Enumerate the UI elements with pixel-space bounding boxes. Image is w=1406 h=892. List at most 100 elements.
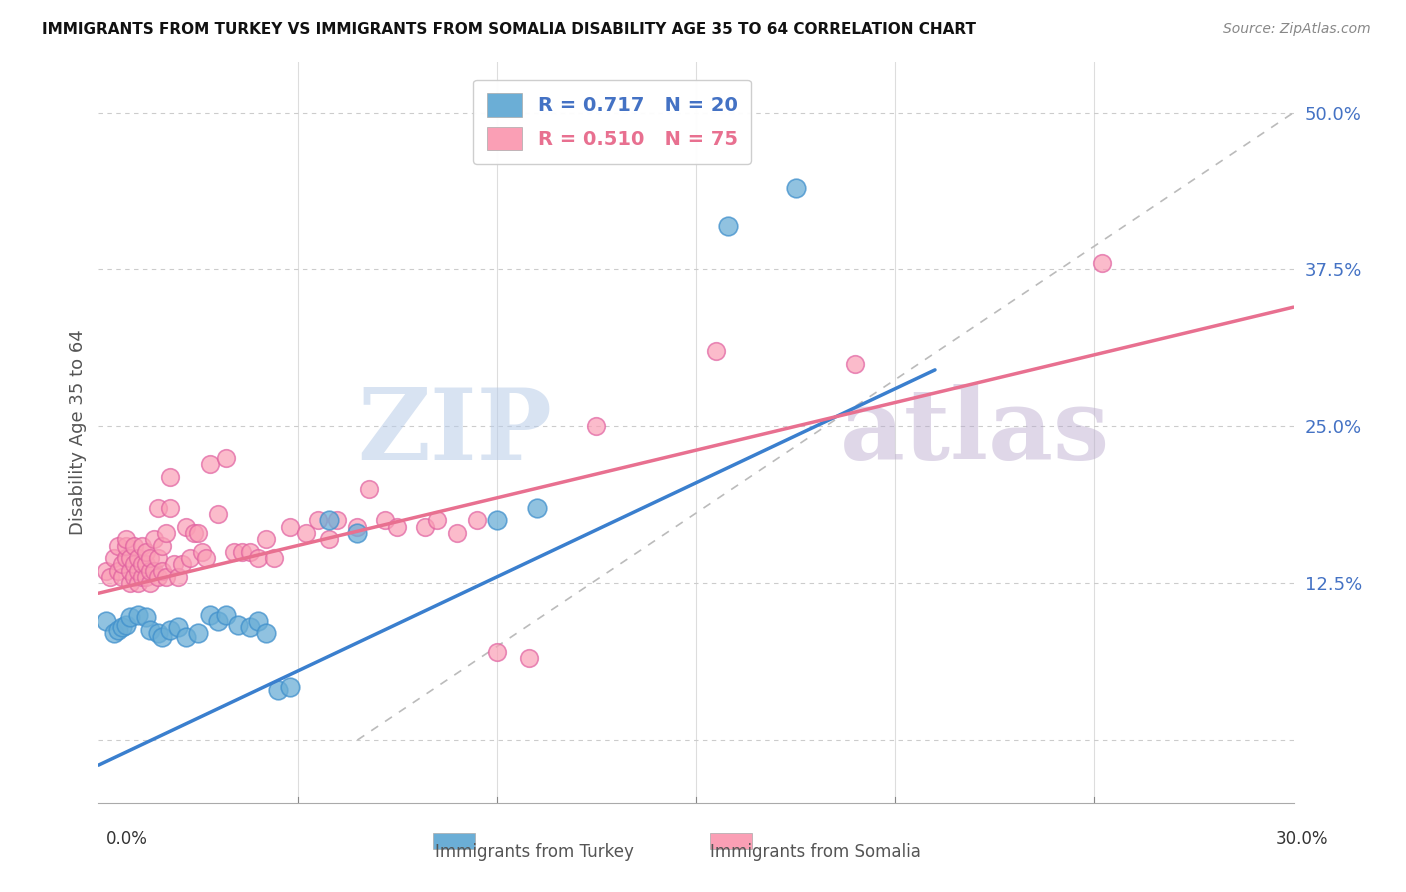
- Point: [717, 219, 740, 233]
- Point: [191, 545, 214, 559]
- Point: [148, 551, 170, 566]
- Point: [111, 570, 134, 584]
- Point: [172, 558, 194, 572]
- Point: [131, 539, 153, 553]
- Point: [163, 558, 186, 572]
- Point: [111, 558, 134, 572]
- Point: [195, 551, 218, 566]
- Point: [107, 564, 129, 578]
- Point: [785, 181, 807, 195]
- Point: [704, 344, 727, 359]
- Legend: R = 0.717   N = 20, R = 0.510   N = 75: R = 0.717 N = 20, R = 0.510 N = 75: [474, 79, 751, 164]
- Point: [465, 513, 488, 527]
- Point: [179, 551, 201, 566]
- Point: [318, 533, 340, 547]
- Point: [127, 564, 149, 578]
- Point: [174, 630, 197, 644]
- Point: [127, 551, 149, 566]
- Point: [148, 570, 170, 584]
- Point: [143, 564, 166, 578]
- Point: [131, 558, 153, 572]
- Point: [98, 570, 122, 584]
- Point: [844, 357, 866, 371]
- Point: [127, 576, 149, 591]
- Point: [139, 564, 162, 578]
- Point: [148, 626, 170, 640]
- Point: [346, 526, 368, 541]
- Point: [207, 614, 229, 628]
- Point: [187, 526, 209, 541]
- Point: [167, 570, 190, 584]
- Point: [155, 570, 177, 584]
- Point: [222, 545, 245, 559]
- Point: [207, 507, 229, 521]
- Point: [159, 500, 181, 515]
- Point: [359, 482, 381, 496]
- Point: [107, 623, 129, 637]
- Point: [294, 526, 316, 541]
- Point: [1091, 256, 1114, 270]
- Point: [135, 558, 157, 572]
- Point: [127, 607, 149, 622]
- Point: [124, 539, 146, 553]
- Point: [143, 533, 166, 547]
- Point: [150, 539, 173, 553]
- Point: [318, 513, 340, 527]
- Point: [326, 513, 349, 527]
- Point: [159, 469, 181, 483]
- Point: [517, 651, 540, 665]
- Point: [187, 626, 209, 640]
- Point: [174, 520, 197, 534]
- Point: [115, 533, 138, 547]
- Point: [120, 564, 142, 578]
- Point: [254, 626, 277, 640]
- Point: [413, 520, 436, 534]
- Point: [139, 576, 162, 591]
- Point: [446, 526, 468, 541]
- Point: [278, 681, 301, 695]
- Point: [135, 610, 157, 624]
- Point: [246, 614, 269, 628]
- Text: Source: ZipAtlas.com: Source: ZipAtlas.com: [1223, 22, 1371, 37]
- Point: [120, 576, 142, 591]
- Point: [585, 419, 607, 434]
- Point: [198, 457, 221, 471]
- Point: [254, 533, 277, 547]
- Point: [526, 500, 548, 515]
- Point: [150, 564, 173, 578]
- Point: [115, 539, 138, 553]
- Point: [131, 570, 153, 584]
- Point: [107, 539, 129, 553]
- Point: [239, 545, 262, 559]
- Text: ZIP: ZIP: [357, 384, 553, 481]
- Point: [485, 645, 508, 659]
- Point: [150, 630, 173, 644]
- Text: 30.0%: 30.0%: [1277, 830, 1329, 847]
- Y-axis label: Disability Age 35 to 64: Disability Age 35 to 64: [69, 330, 87, 535]
- Point: [374, 513, 396, 527]
- Point: [135, 545, 157, 559]
- Point: [246, 551, 269, 566]
- Point: [139, 551, 162, 566]
- Point: [485, 513, 508, 527]
- Point: [120, 610, 142, 624]
- Point: [226, 617, 249, 632]
- Point: [115, 551, 138, 566]
- Point: [139, 623, 162, 637]
- Text: IMMIGRANTS FROM TURKEY VS IMMIGRANTS FROM SOMALIA DISABILITY AGE 35 TO 64 CORREL: IMMIGRANTS FROM TURKEY VS IMMIGRANTS FRO…: [42, 22, 976, 37]
- Point: [183, 526, 205, 541]
- Text: Immigrants from Somalia: Immigrants from Somalia: [710, 843, 921, 861]
- Point: [263, 551, 285, 566]
- Text: 0.0%: 0.0%: [105, 830, 148, 847]
- Point: [155, 526, 177, 541]
- Text: Immigrants from Turkey: Immigrants from Turkey: [434, 843, 634, 861]
- Point: [346, 520, 368, 534]
- Point: [124, 558, 146, 572]
- Point: [96, 564, 118, 578]
- Point: [215, 607, 238, 622]
- Point: [148, 500, 170, 515]
- Point: [215, 450, 238, 465]
- Point: [103, 551, 125, 566]
- Point: [198, 607, 221, 622]
- Point: [159, 623, 181, 637]
